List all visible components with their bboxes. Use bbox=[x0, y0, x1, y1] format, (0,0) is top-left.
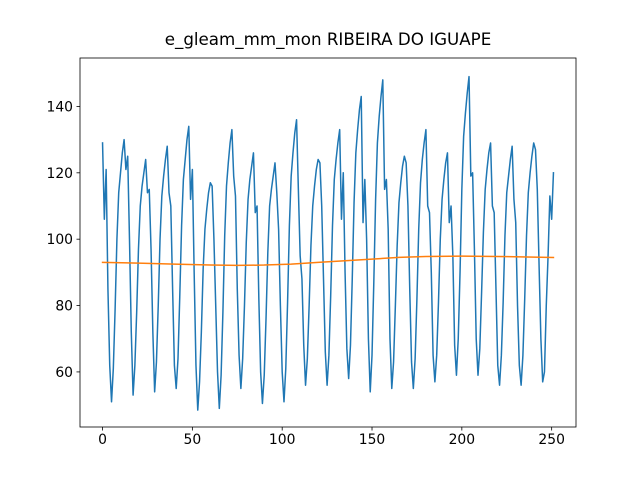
data-line bbox=[101, 255, 555, 267]
x-tick-label: 50 bbox=[184, 432, 202, 448]
y-tick-label: 80 bbox=[55, 299, 73, 315]
y-tick-label: 140 bbox=[46, 99, 73, 115]
plot-frame bbox=[79, 57, 577, 428]
x-tick-label: 100 bbox=[269, 432, 296, 448]
x-tick-label: 150 bbox=[359, 432, 386, 448]
y-tick-label: 120 bbox=[46, 166, 73, 182]
y-tick-label: 100 bbox=[46, 232, 73, 248]
data-line bbox=[101, 75, 555, 411]
x-tick-label: 250 bbox=[538, 432, 565, 448]
x-tick-label: 200 bbox=[449, 432, 476, 448]
chart-title: e_gleam_mm_mon RIBEIRA DO IGUAPE bbox=[165, 29, 492, 50]
x-tick-label: 0 bbox=[98, 432, 107, 448]
y-tick-label: 60 bbox=[55, 365, 73, 381]
